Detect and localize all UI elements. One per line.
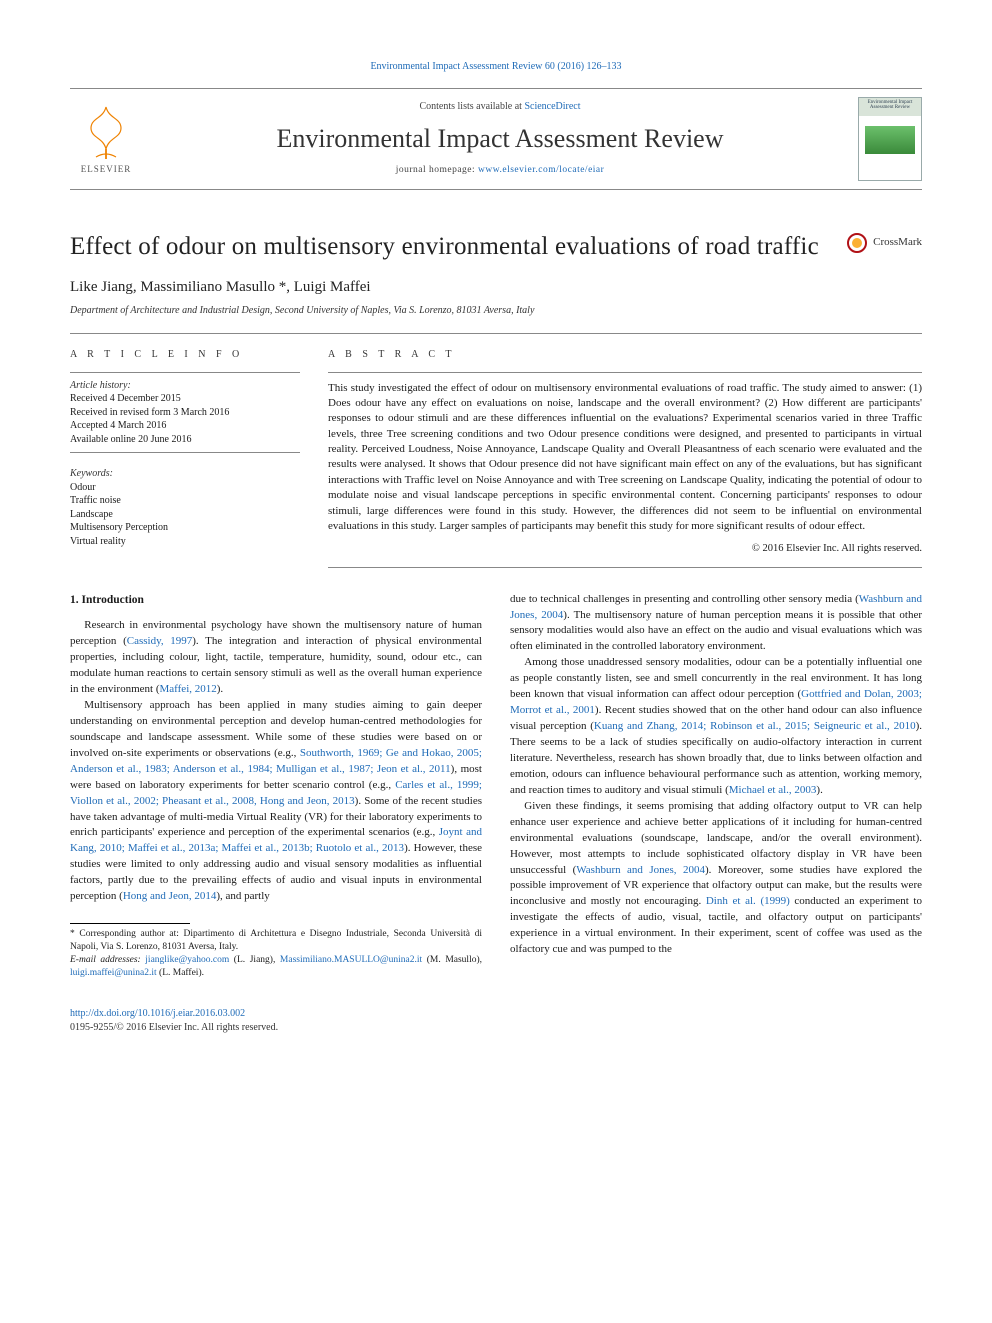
citation-link[interactable]: Washburn and Jones, 2004 (576, 864, 705, 876)
email-link[interactable]: luigi.maffei@unina2.it (70, 968, 157, 978)
citation-link[interactable]: Cassidy, 1997 (127, 635, 193, 647)
footnotes: * Corresponding author at: Dipartimento … (70, 928, 482, 979)
body-paragraph: due to technical challenges in presentin… (510, 592, 922, 656)
abstract: A B S T R A C T This study investigated … (328, 348, 922, 568)
divider (328, 372, 922, 373)
citation-link[interactable]: Maffei, 2012 (160, 683, 217, 695)
email-link[interactable]: Massimiliano.MASULLO@unina2.it (280, 955, 422, 965)
issn-line: 0195-9255/© 2016 Elsevier Inc. All right… (70, 1021, 278, 1035)
divider (70, 452, 300, 453)
article-info-heading: A R T I C L E I N F O (70, 348, 300, 362)
corresponding-author-note: * Corresponding author at: Dipartimento … (70, 928, 482, 954)
keyword-item: Multisensory Perception (70, 521, 300, 535)
abstract-text: This study investigated the effect of od… (328, 381, 922, 535)
section-heading: 1. Introduction (70, 592, 482, 609)
keyword-item: Odour (70, 481, 300, 495)
masthead: ELSEVIER Contents lists available at Sci… (70, 88, 922, 190)
page-footer: http://dx.doi.org/10.1016/j.eiar.2016.03… (70, 1007, 922, 1034)
masthead-center: Contents lists available at ScienceDirec… (160, 100, 840, 177)
body-col-left: 1. Introduction Research in environmenta… (70, 592, 482, 980)
paper-title: Effect of odour on multisensory environm… (70, 230, 819, 264)
publisher-name: ELSEVIER (81, 163, 132, 175)
footnote-separator (70, 923, 190, 924)
history-received: Received 4 December 2015 (70, 392, 300, 406)
citation-link[interactable]: Hong and Jeon, 2014 (123, 890, 217, 902)
journal-name: Environmental Impact Assessment Review (160, 121, 840, 156)
cover-image-icon (865, 126, 915, 154)
article-info: A R T I C L E I N F O Article history: R… (70, 348, 300, 568)
body-col-right: due to technical challenges in presentin… (510, 592, 922, 980)
email-link[interactable]: jianglike@yahoo.com (145, 955, 229, 965)
running-head-link[interactable]: Environmental Impact Assessment Review 6… (370, 61, 621, 72)
body-paragraph: Research in environmental psychology hav… (70, 618, 482, 698)
history-head: Article history: (70, 379, 300, 393)
abstract-copyright: © 2016 Elsevier Inc. All rights reserved… (328, 542, 922, 556)
affiliation: Department of Architecture and Industria… (70, 304, 922, 318)
journal-cover-thumbnail: Environmental Impact Assessment Review (858, 97, 922, 181)
crossmark-badge[interactable]: CrossMark (847, 233, 922, 253)
doi-line: http://dx.doi.org/10.1016/j.eiar.2016.03… (70, 1007, 278, 1021)
email-label: E-mail addresses: (70, 955, 145, 965)
homepage-link[interactable]: www.elsevier.com/locate/eiar (478, 165, 604, 175)
crossmark-icon (847, 233, 867, 253)
cover-title: Environmental Impact Assessment Review (859, 98, 921, 111)
running-head: Environmental Impact Assessment Review 6… (70, 60, 922, 74)
history-revised: Received in revised form 3 March 2016 (70, 406, 300, 420)
homepage-prefix: journal homepage: (396, 165, 478, 175)
publisher-logo: ELSEVIER (70, 97, 142, 181)
citation-link[interactable]: Michael et al., 2003 (729, 784, 817, 796)
contents-line: Contents lists available at ScienceDirec… (160, 100, 840, 114)
history-accepted: Accepted 4 March 2016 (70, 419, 300, 433)
keywords-head: Keywords: (70, 467, 300, 481)
keyword-item: Landscape (70, 508, 300, 522)
body-paragraph: Given these findings, it seems promising… (510, 799, 922, 958)
divider (70, 372, 300, 373)
citation-link[interactable]: Kuang and Zhang, 2014; Robinson et al., … (594, 720, 916, 732)
keyword-item: Virtual reality (70, 535, 300, 549)
abstract-heading: A B S T R A C T (328, 348, 922, 362)
doi-link[interactable]: http://dx.doi.org/10.1016/j.eiar.2016.03… (70, 1008, 245, 1019)
body-paragraph: Multisensory approach has been applied i… (70, 698, 482, 905)
history-online: Available online 20 June 2016 (70, 433, 300, 447)
email-line: E-mail addresses: jianglike@yahoo.com (L… (70, 954, 482, 980)
divider (70, 333, 922, 334)
elsevier-tree-icon (76, 101, 136, 161)
authors: Like Jiang, Massimiliano Masullo *, Luig… (70, 277, 922, 297)
crossmark-label: CrossMark (873, 235, 922, 250)
citation-link[interactable]: Dinh et al. (1999) (706, 895, 790, 907)
homepage-line: journal homepage: www.elsevier.com/locat… (160, 164, 840, 177)
divider (328, 567, 922, 568)
keyword-item: Traffic noise (70, 494, 300, 508)
sciencedirect-link[interactable]: ScienceDirect (524, 101, 580, 112)
body-paragraph: Among those unaddressed sensory modaliti… (510, 655, 922, 798)
contents-prefix: Contents lists available at (419, 101, 524, 112)
